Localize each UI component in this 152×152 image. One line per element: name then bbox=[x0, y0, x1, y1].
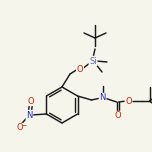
Text: −: − bbox=[22, 123, 27, 128]
Text: O: O bbox=[28, 97, 34, 105]
Text: O: O bbox=[114, 112, 121, 121]
Text: Si: Si bbox=[89, 57, 97, 66]
Text: N: N bbox=[99, 93, 106, 102]
Text: O: O bbox=[125, 97, 132, 105]
Text: O: O bbox=[16, 123, 23, 133]
Text: O: O bbox=[77, 64, 83, 74]
Text: N: N bbox=[26, 111, 33, 119]
